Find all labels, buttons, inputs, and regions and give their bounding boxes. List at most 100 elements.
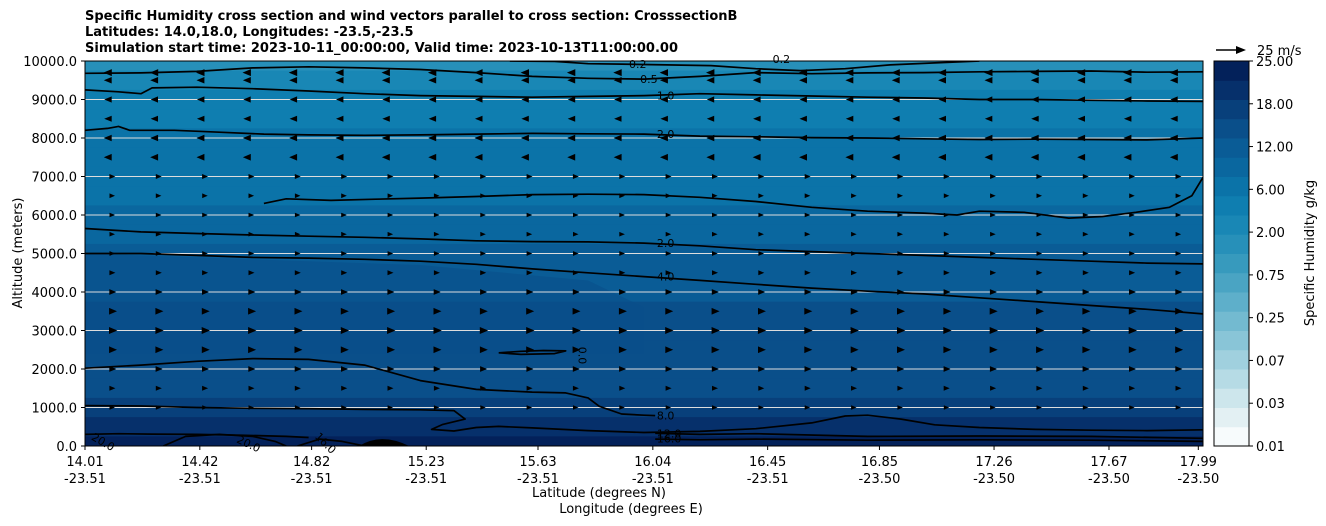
wind-vector bbox=[109, 270, 116, 276]
wind-vector bbox=[990, 193, 996, 199]
wind-vector bbox=[897, 174, 904, 179]
wind-vector bbox=[567, 77, 576, 84]
wind-vector bbox=[526, 385, 533, 391]
wind-vector bbox=[753, 96, 761, 103]
wind-vector bbox=[1129, 385, 1136, 391]
wind-vector bbox=[521, 153, 529, 161]
wind-vector bbox=[1082, 193, 1089, 199]
wind-vector bbox=[521, 134, 529, 142]
wind-vector bbox=[242, 134, 251, 142]
chart-title-line-2: Latitudes: 14.0,18.0, Longitudes: -23.5,… bbox=[85, 25, 414, 40]
wind-vector bbox=[433, 289, 441, 295]
wind-vector bbox=[243, 115, 251, 122]
wind-vector bbox=[294, 405, 301, 410]
wind-vector bbox=[1082, 385, 1089, 391]
contour-line bbox=[655, 432, 1203, 440]
x-tick-label-lon: -23.51 bbox=[405, 472, 447, 487]
wind-vector bbox=[428, 115, 437, 122]
wind-vector bbox=[943, 231, 950, 237]
wind-vector bbox=[526, 270, 533, 276]
wind-vector bbox=[943, 307, 952, 315]
wind-vector bbox=[804, 289, 812, 295]
wind-vector bbox=[572, 346, 581, 354]
wind-vector bbox=[706, 69, 715, 77]
wind-vector bbox=[1036, 307, 1044, 315]
wind-vector bbox=[1129, 405, 1135, 410]
wind-vector bbox=[665, 251, 672, 256]
x-tick-label-lat: 14.82 bbox=[293, 455, 330, 470]
wind-vector bbox=[1031, 96, 1039, 103]
x-tick-label-lon: -23.51 bbox=[747, 472, 789, 487]
wind-vector bbox=[619, 193, 625, 199]
wind-vector bbox=[341, 385, 348, 391]
wind-vector bbox=[1036, 385, 1043, 391]
wind-vector bbox=[665, 327, 674, 334]
contour-label: 0.2 bbox=[773, 53, 791, 66]
wind-vector bbox=[989, 327, 999, 334]
wind-vector bbox=[572, 270, 579, 276]
wind-vector bbox=[335, 134, 344, 142]
wind-vector bbox=[706, 77, 715, 84]
wind-vector bbox=[155, 174, 162, 179]
wind-vector bbox=[155, 346, 164, 354]
wind-vector bbox=[433, 405, 440, 410]
colorbar-bin bbox=[1214, 407, 1249, 428]
wind-vector bbox=[572, 366, 580, 372]
wind-vector bbox=[1128, 327, 1138, 334]
wind-vector bbox=[665, 193, 672, 199]
wind-vector bbox=[1175, 212, 1182, 218]
wind-vector bbox=[294, 327, 303, 334]
wind-vector bbox=[479, 346, 488, 354]
colorbar-tick-label: 0.25 bbox=[1256, 312, 1285, 327]
wind-vector bbox=[851, 251, 857, 256]
wind-vector bbox=[109, 289, 117, 295]
wind-vector bbox=[521, 77, 529, 84]
wind-vector bbox=[387, 289, 395, 295]
wind-vector bbox=[943, 212, 950, 218]
wind-vector bbox=[613, 134, 622, 142]
colorbar-frame bbox=[1213, 60, 1250, 447]
quiver-key: 25 m/s bbox=[1216, 44, 1302, 59]
wind-vector bbox=[1030, 153, 1039, 161]
y-tick-label: 7000.0 bbox=[32, 171, 78, 186]
wind-vector bbox=[294, 385, 301, 391]
wind-vector bbox=[289, 134, 298, 142]
humidity-band bbox=[85, 417, 1203, 437]
wind-vector bbox=[1169, 134, 1178, 142]
wind-vector bbox=[712, 405, 718, 410]
wind-vector bbox=[294, 346, 303, 354]
wind-vector bbox=[433, 193, 440, 199]
wind-vector bbox=[109, 327, 118, 334]
wind-vector bbox=[799, 115, 807, 122]
wind-vector bbox=[845, 69, 854, 77]
wind-vector bbox=[1123, 115, 1132, 122]
contour-line bbox=[297, 438, 365, 446]
wind-vector bbox=[289, 153, 298, 161]
wind-vector bbox=[845, 96, 854, 103]
x-tick-label-lat: 14.42 bbox=[181, 455, 218, 470]
contour-label: 0.2 bbox=[629, 58, 647, 71]
wind-vector bbox=[1170, 115, 1178, 122]
wind-vector bbox=[248, 193, 255, 199]
wind-vector bbox=[433, 251, 440, 256]
humidity-band bbox=[85, 224, 1203, 245]
wind-vector bbox=[943, 346, 952, 354]
wind-vector bbox=[1175, 307, 1184, 315]
wind-vector bbox=[618, 327, 628, 334]
wind-vector bbox=[104, 96, 112, 103]
humidity-band bbox=[85, 61, 1203, 72]
wind-vector bbox=[758, 251, 765, 256]
wind-vector bbox=[758, 212, 764, 218]
wind-vector bbox=[851, 231, 857, 237]
wind-vector bbox=[799, 134, 807, 142]
wind-vector bbox=[712, 193, 718, 199]
wind-vector bbox=[1175, 327, 1184, 334]
wind-vector bbox=[660, 96, 668, 103]
wind-vector bbox=[341, 405, 347, 410]
wind-vector bbox=[248, 385, 255, 391]
wind-vector bbox=[341, 193, 347, 199]
wind-vector bbox=[851, 174, 857, 179]
wind-vector bbox=[572, 385, 579, 391]
wind-vector bbox=[943, 366, 951, 372]
wind-vector bbox=[613, 69, 622, 77]
